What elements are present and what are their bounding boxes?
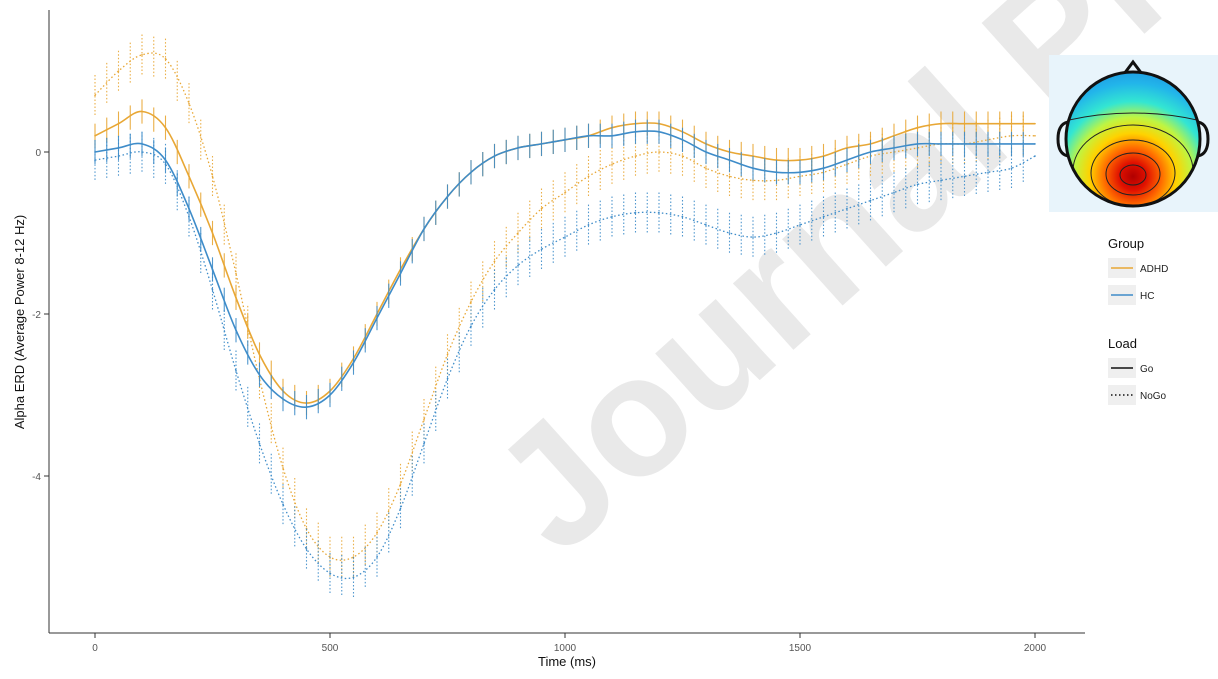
legend-adhd-label: ADHD [1140,264,1168,275]
legend-load: Load Go NoGo [1108,336,1167,405]
legend-load-title: Load [1108,336,1137,351]
data-point-adhd-nogo [235,273,237,275]
y-axis-title: Alpha ERD (Average Power 8-12 Hz) [12,215,27,429]
x-tick-label: 0 [92,643,98,654]
y-tick-label: -2 [32,310,41,321]
y-tick-label: -4 [32,472,41,483]
x-tick-label: 2000 [1024,643,1047,654]
x-tick-label: 500 [322,643,339,654]
data-point-adhd-nogo [141,54,143,56]
data-point-hc-nogo [893,192,895,194]
legend-go-label: Go [1140,364,1154,375]
data-point-hc-nogo [964,176,966,178]
y-tick-label: 0 [35,148,41,159]
data-point-hc-nogo [987,171,989,173]
data-point-adhd-nogo [729,176,731,178]
x-tick-label: 1500 [789,643,812,654]
data-point-hc-nogo [259,443,261,445]
data-point-adhd-nogo [282,467,284,469]
data-point-hc-nogo [799,224,801,226]
scalp-topography-inset [1049,55,1218,217]
x-tick-label: 1000 [554,643,577,654]
legend-group-title: Group [1108,236,1144,251]
data-point-hc-nogo [400,508,402,510]
data-point-adhd-nogo [611,163,613,165]
legend-nogo-label: NoGo [1140,391,1167,402]
data-point-adhd-nogo [400,483,402,485]
data-point-hc-nogo [752,236,754,238]
data-point-hc-nogo [729,232,731,234]
data-point-hc-nogo [776,232,778,234]
data-point-adhd-nogo [188,103,190,105]
legend-group: Group ADHD HC [1108,236,1168,305]
data-point-adhd-nogo [212,176,214,178]
x-axis-title: Time (ms) [538,654,596,669]
data-point-hc-nogo [564,236,566,238]
data-point-hc-nogo [1011,167,1013,169]
legend-hc-label: HC [1140,291,1154,302]
